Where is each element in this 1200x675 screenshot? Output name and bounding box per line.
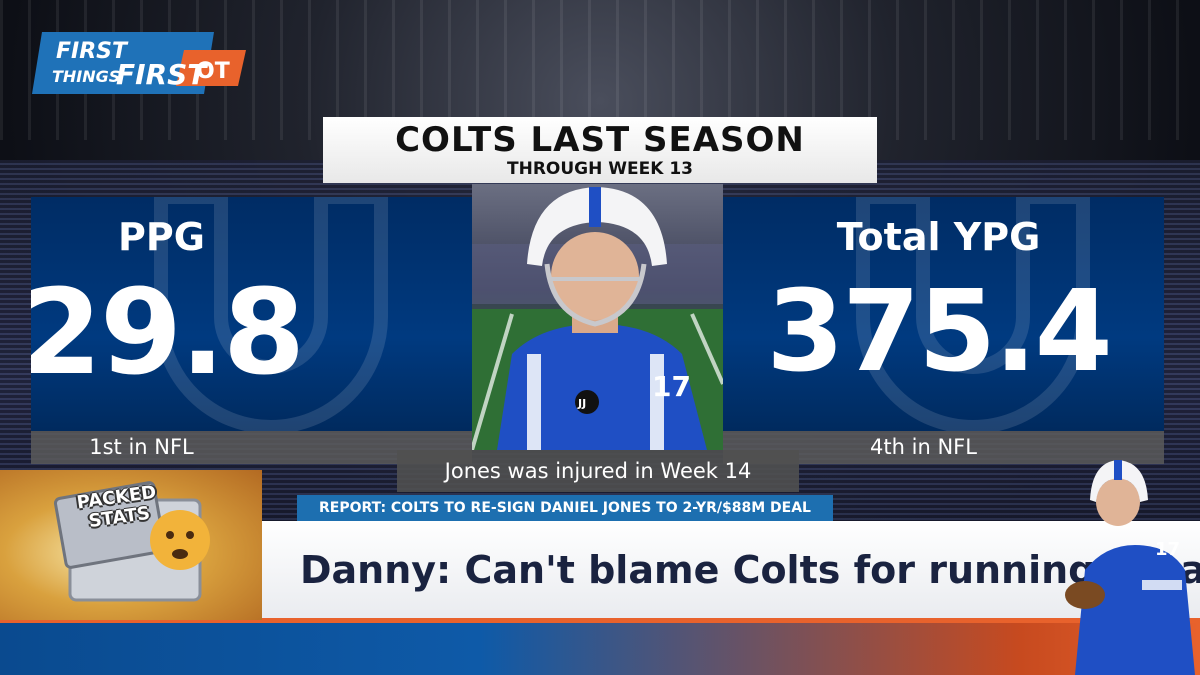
horseshoe-icon	[154, 197, 388, 431]
logo-badge: OT	[196, 59, 230, 84]
jersey-patch: JJ	[577, 397, 586, 410]
lower-third-accent	[0, 618, 1200, 623]
player-illustration: 17 JJ	[472, 187, 723, 450]
rank-text-ppg: 1st in NFL	[89, 435, 194, 459]
mind-blown-emoji-icon	[150, 510, 210, 570]
logo-line3: FIRST	[116, 58, 208, 91]
player-photo: 17 JJ	[472, 184, 723, 450]
stat-value-ppg: 29.8	[31, 263, 305, 401]
horseshoe-icon	[856, 197, 1090, 431]
stat-panel-total-ypg: Total YPG 375.4	[723, 197, 1164, 431]
first-things-first-logo: FIRST THINGS FIRST OT	[32, 32, 246, 94]
logo-line1: FIRST	[56, 39, 129, 64]
graphic-title: COLTS LAST SEASON THROUGH WEEK 13	[323, 117, 877, 183]
stat-label-total-ypg: Total YPG	[836, 215, 1041, 259]
qb-jersey-number: 17	[1155, 539, 1180, 560]
quarterback-figure: 17	[1065, 460, 1195, 675]
stat-rank-ppg: 1st in NFL	[31, 431, 472, 464]
logo-line2: THINGS	[52, 67, 120, 86]
title-main: COLTS LAST SEASON	[395, 120, 805, 160]
jersey-number: 17	[652, 370, 691, 403]
briefcase-icon	[53, 481, 210, 602]
stat-label-ppg: PPG	[118, 215, 205, 259]
title-subtitle: THROUGH WEEK 13	[507, 159, 693, 179]
packed-stats-graphic	[0, 470, 262, 620]
stat-panel-ppg: PPG 29.8	[31, 197, 472, 431]
bottom-strip	[0, 623, 1200, 675]
report-ticker: REPORT: COLTS TO RE-SIGN DANIEL JONES TO…	[297, 495, 833, 521]
rank-text-total-ypg: 4th in NFL	[870, 435, 977, 459]
stat-value-total-ypg: 375.4	[766, 267, 1112, 397]
photo-caption: Jones was injured in Week 14	[397, 450, 799, 492]
lower-third-headline: Danny: Can't blame Colts for running it …	[300, 548, 1200, 592]
